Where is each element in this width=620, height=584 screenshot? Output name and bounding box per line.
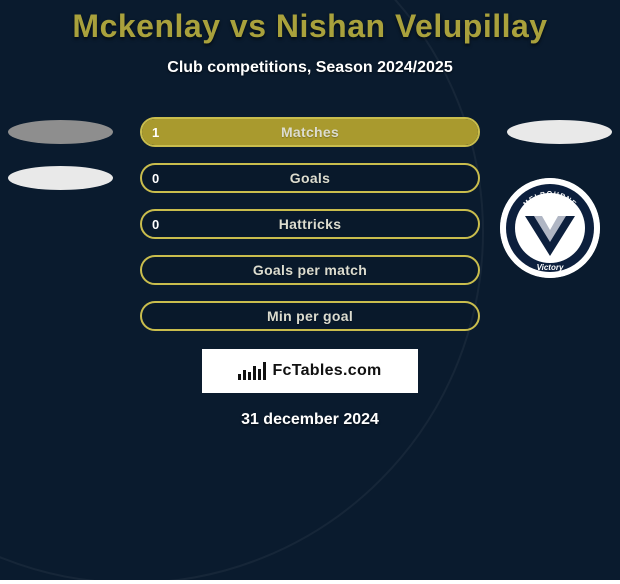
bar-chart-icon: [238, 362, 266, 380]
melbourne-victory-icon: MELBOURNE Victory: [500, 178, 600, 278]
branding-badge: FcTables.com: [202, 349, 418, 393]
subtitle: Club competitions, Season 2024/2025: [0, 59, 620, 77]
branding-text: FcTables.com: [272, 362, 381, 380]
right-player-marker: [507, 120, 612, 144]
stat-bar-track: Min per goal: [140, 301, 480, 331]
stat-bar-track: 0Hattricks: [140, 209, 480, 239]
left-player-marker: [8, 166, 113, 190]
stat-label: Min per goal: [142, 303, 478, 329]
stat-label: Goals per match: [142, 257, 478, 283]
date-label: 31 december 2024: [0, 411, 620, 429]
stat-bar-track: Goals per match: [140, 255, 480, 285]
left-player-marker: [8, 120, 113, 144]
stat-label: Goals: [142, 165, 478, 191]
stat-label: Matches: [142, 119, 478, 145]
page-title: Mckenlay vs Nishan Velupillay: [0, 0, 620, 45]
stat-row: Min per goal: [0, 301, 620, 331]
svg-text:Victory: Victory: [537, 263, 564, 272]
stat-row: 1Matches: [0, 117, 620, 147]
club-badge-right: MELBOURNE Victory: [500, 178, 600, 278]
stat-bar-track: 1Matches: [140, 117, 480, 147]
stat-label: Hattricks: [142, 211, 478, 237]
stat-bar-track: 0Goals: [140, 163, 480, 193]
